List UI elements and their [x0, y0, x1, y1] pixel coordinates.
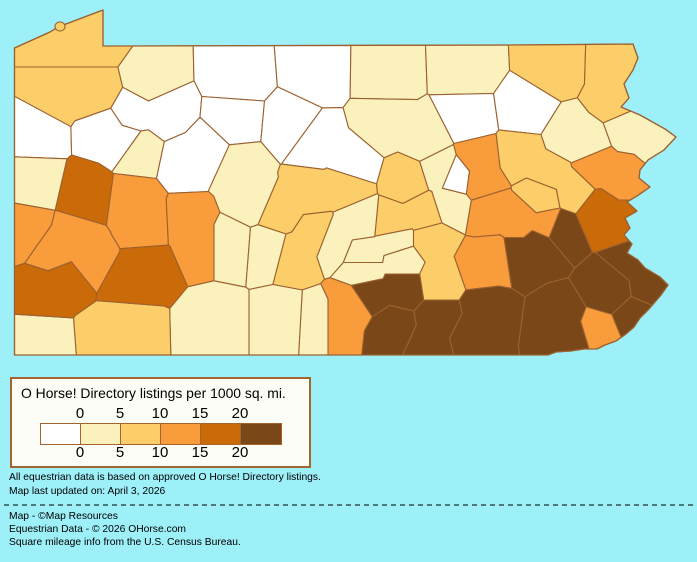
svg-text:5: 5	[116, 405, 124, 422]
svg-text:0: 0	[76, 444, 84, 461]
svg-text:10: 10	[152, 444, 169, 461]
svg-text:0: 0	[76, 405, 84, 422]
svg-text:20: 20	[232, 405, 249, 422]
svg-text:15: 15	[192, 405, 209, 422]
svg-text:15: 15	[192, 444, 209, 461]
svg-text:20: 20	[232, 444, 249, 461]
svg-text:5: 5	[116, 444, 124, 461]
svg-text:10: 10	[152, 405, 169, 422]
